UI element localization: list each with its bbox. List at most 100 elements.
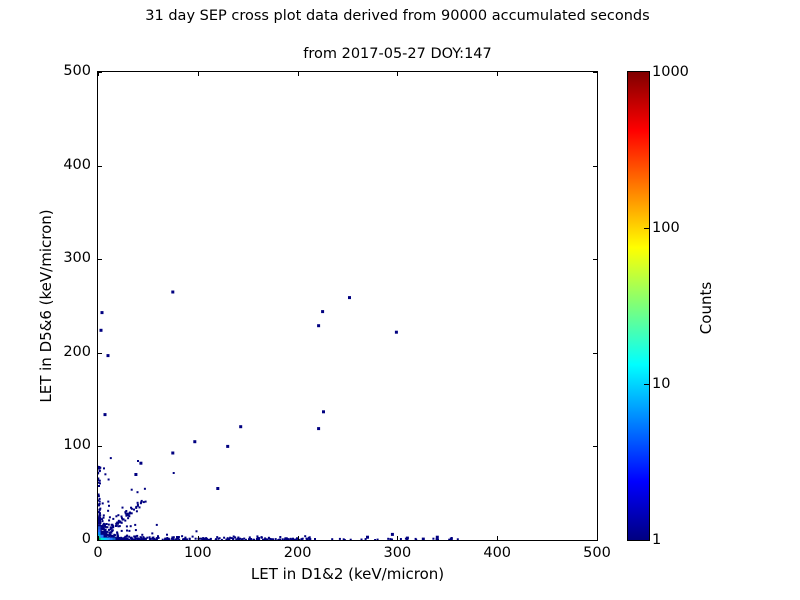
scatter-point	[155, 537, 158, 540]
scatter-point	[151, 532, 154, 535]
scatter-point	[114, 525, 117, 527]
scatter-point	[142, 536, 145, 539]
scatter-point	[448, 538, 451, 540]
chart-title-line2: from 2017-05-27 DOY:147	[303, 46, 492, 62]
scatter-point	[194, 537, 197, 540]
scatter-point	[139, 536, 142, 539]
scatter-point	[228, 538, 231, 540]
scatter-point	[170, 537, 173, 540]
scatter-hot-cell	[98, 529, 101, 533]
scatter-point	[243, 537, 246, 540]
scatter-point	[104, 533, 107, 536]
scatter-point	[98, 493, 100, 496]
scatter-point	[134, 538, 137, 540]
scatter-point	[136, 503, 139, 506]
scatter-point	[121, 517, 123, 520]
scatter-point	[193, 440, 197, 444]
scatter-point	[263, 538, 266, 540]
scatter-point	[133, 535, 136, 538]
x-tick-label: 300	[383, 545, 412, 561]
scatter-point	[112, 525, 115, 528]
scatter-hot-cell	[106, 537, 110, 540]
scatter-point	[374, 539, 377, 540]
scatter-point	[98, 508, 101, 511]
scatter-point	[293, 538, 295, 540]
scatter-point	[134, 536, 137, 539]
scatter-point	[184, 536, 187, 539]
colorbar-tick-label: 1	[652, 532, 662, 548]
scatter-point	[99, 466, 102, 469]
scatter-point	[116, 536, 119, 539]
scatter-point	[435, 535, 439, 539]
scatter-point	[135, 505, 138, 508]
scatter-point	[232, 537, 235, 540]
scatter-point	[111, 535, 114, 538]
scatter-point	[155, 523, 158, 526]
scatter-point	[283, 538, 286, 540]
scatter-point	[271, 538, 273, 540]
colorbar-tick-mark	[644, 228, 649, 229]
scatter-point	[317, 324, 321, 328]
scatter-point	[322, 410, 325, 414]
scatter-hot-cell	[109, 537, 113, 540]
scatter-point	[128, 529, 131, 532]
scatter-point	[256, 538, 259, 540]
scatter-point	[103, 523, 106, 526]
scatter-point	[376, 538, 379, 540]
scatter-point	[133, 508, 135, 511]
scatter-point	[104, 473, 107, 476]
scatter-point	[101, 518, 104, 521]
scatter-point	[171, 451, 175, 455]
scatter-point	[118, 525, 121, 528]
scatter-point	[216, 487, 220, 490]
scatter-point	[101, 532, 104, 535]
scatter-point	[204, 537, 207, 540]
scatter-point	[112, 517, 115, 520]
colorbar	[627, 71, 650, 541]
scatter-point	[164, 537, 167, 540]
scatter-point	[360, 538, 363, 540]
scatter-point	[125, 538, 127, 540]
scatter-point	[107, 523, 110, 526]
scatter-point	[256, 536, 259, 539]
scatter-point	[112, 526, 115, 529]
scatter-point	[102, 532, 105, 535]
plot-area	[97, 71, 598, 541]
scatter-point	[105, 534, 108, 537]
scatter-point	[284, 537, 287, 540]
scatter-point	[137, 460, 139, 462]
scatter-point	[151, 536, 154, 539]
scatter-point	[108, 528, 110, 531]
scatter-point	[117, 521, 120, 524]
scatter-point	[142, 537, 145, 540]
scatter-point	[432, 537, 435, 540]
scatter-point	[102, 516, 105, 519]
scatter-point	[99, 525, 102, 528]
y-tick-label: 300	[63, 250, 91, 267]
scatter-point	[237, 536, 240, 539]
scatter-point	[157, 535, 159, 538]
scatter-point	[201, 538, 204, 540]
scatter-point	[166, 533, 168, 536]
scatter-point	[129, 525, 132, 528]
scatter-point	[127, 517, 130, 520]
scatter-point	[390, 532, 394, 536]
scatter-point	[181, 535, 184, 538]
scatter-point	[130, 537, 133, 540]
scatter-point	[110, 523, 113, 526]
scatter-point	[279, 536, 282, 538]
scatter-point	[172, 538, 175, 540]
scatter-point	[118, 537, 121, 540]
scatter-point	[99, 528, 102, 531]
scatter-point	[244, 538, 247, 540]
colorbar-tick-label: 10	[652, 376, 671, 392]
scatter-point	[239, 425, 243, 429]
scatter-point	[98, 479, 100, 482]
scatter-point	[227, 538, 230, 540]
scatter-point	[132, 538, 135, 540]
scatter-point	[111, 529, 114, 532]
y-tick-label: 500	[63, 63, 91, 79]
scatter-point	[269, 538, 272, 540]
scatter-point	[98, 497, 101, 500]
